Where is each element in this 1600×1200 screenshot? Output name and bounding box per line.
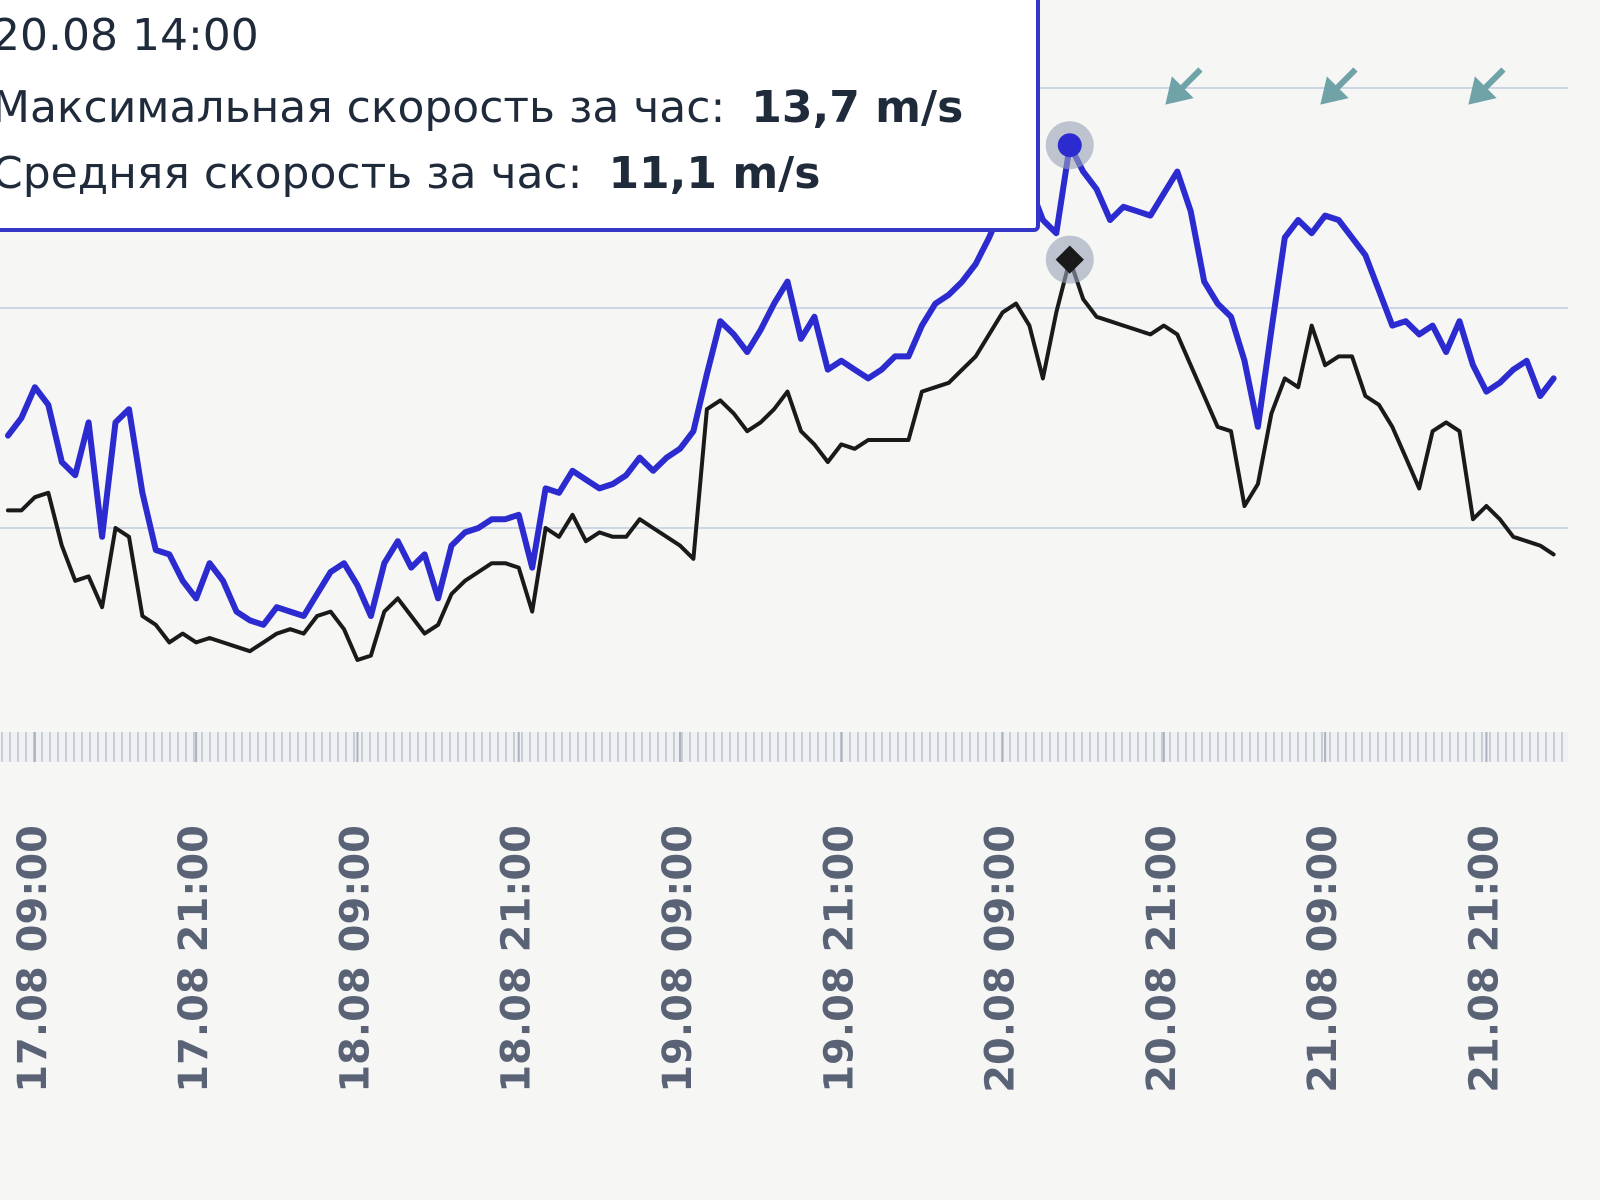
- x-tick-label: 17.08 21:00: [171, 825, 217, 1093]
- x-tick-label: 20.08 09:00: [978, 825, 1024, 1093]
- tooltip: 20.08 14:00 Максимальная скорость за час…: [0, 0, 1040, 232]
- wind-arrow: [1320, 67, 1358, 105]
- tooltip-series-name: Максимальная скорость за час:: [0, 82, 725, 133]
- highlight-point: [1057, 133, 1082, 158]
- tooltip-title: 20.08 14:00: [0, 10, 259, 61]
- series-line: [6, 257, 1556, 662]
- wind-arrow: [1468, 67, 1506, 105]
- x-tick-label: 19.08 21:00: [816, 825, 862, 1093]
- highlight-point: [1055, 245, 1084, 274]
- x-tick-label: 18.08 21:00: [494, 825, 540, 1093]
- tooltip-line: Средняя скорость за час: 11,1 m/s: [0, 148, 820, 199]
- tooltip-value: 11,1 m/s: [608, 148, 820, 199]
- x-axis-labels: 17.08 09:00 17.08 21:00 18.08 09:00 18.08 2…: [10, 732, 1507, 1093]
- series-line: [5, 142, 1557, 628]
- x-tick-label: 18.08 09:00: [332, 825, 378, 1093]
- plot-area: [5, 121, 1557, 662]
- x-tick-label: 21.08 21:00: [1461, 825, 1507, 1093]
- x-tick-label: 21.08 09:00: [1300, 825, 1346, 1093]
- tooltip-box: [0, 0, 1040, 232]
- x-tick-label: 17.08 09:00: [10, 825, 56, 1093]
- x-axis-band: [0, 732, 1568, 762]
- tooltip-series-name: Средняя скорость за час:: [0, 148, 582, 199]
- x-tick-label: 20.08 21:00: [1139, 825, 1185, 1093]
- tooltip-line: Максимальная скорость за час: 13,7 m/s: [0, 82, 963, 133]
- wind-arrows: [1165, 67, 1506, 105]
- x-tick-label: 19.08 09:00: [655, 825, 701, 1093]
- tooltip-value: 13,7 m/s: [751, 82, 963, 133]
- wind-arrow: [1165, 67, 1203, 105]
